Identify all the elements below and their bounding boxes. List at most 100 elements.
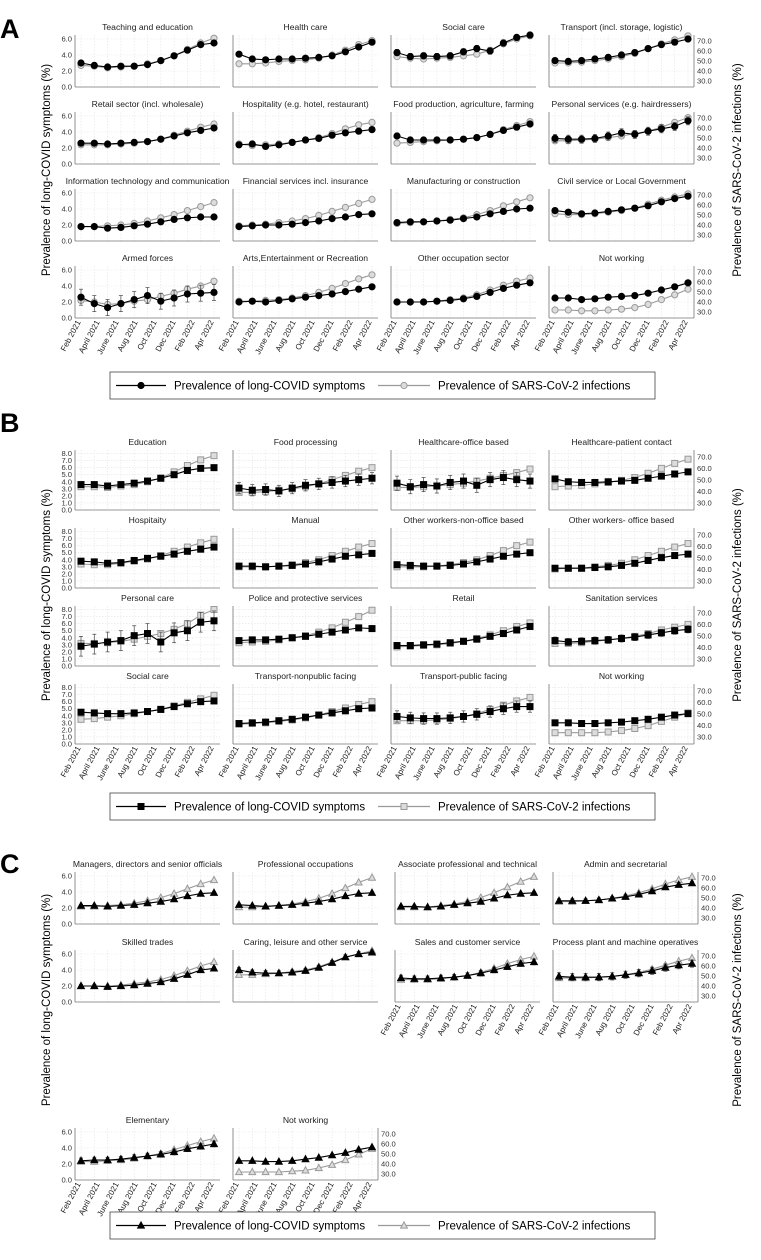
- long-covid-point: [564, 564, 572, 572]
- legend-sars-label: Prevalence of SARS-CoV-2 infections: [438, 1221, 631, 1233]
- long-covid-point: [644, 289, 652, 297]
- long-covid-point: [90, 223, 98, 231]
- long-covid-point: [591, 55, 599, 63]
- long-covid-point: [684, 550, 692, 558]
- long-covid-point: [529, 888, 539, 896]
- long-covid-point: [197, 213, 205, 221]
- long-covid-point: [604, 53, 612, 62]
- long-covid-point: [671, 470, 679, 478]
- long-covid-point: [393, 132, 401, 140]
- long-covid-point: [116, 981, 126, 990]
- y-tick-label: 2.0: [61, 221, 72, 230]
- subplot: Food production, agriculture, farming: [390, 99, 536, 165]
- long-covid-point: [684, 192, 692, 200]
- long-covid-point: [341, 707, 349, 715]
- long-covid-point: [197, 545, 205, 553]
- panel-label: B: [0, 408, 20, 438]
- sars-point: [657, 296, 666, 304]
- long-covid-point: [301, 219, 310, 227]
- long-covid-point: [104, 638, 112, 646]
- long-covid-point: [183, 627, 191, 635]
- subplot-title: Sanitation services: [585, 593, 657, 603]
- y-tick-label: 1.0: [61, 732, 72, 741]
- long-covid-point: [581, 972, 590, 981]
- long-covid-point: [341, 213, 349, 221]
- subplot-title: Armed forces: [122, 253, 173, 263]
- long-covid-point: [393, 298, 401, 306]
- long-covid-point: [156, 977, 166, 986]
- long-covid-point: [77, 557, 85, 565]
- long-covid-point: [367, 1142, 377, 1151]
- long-covid-point: [328, 215, 336, 223]
- plot-area: [391, 266, 536, 318]
- long-covid-point: [460, 712, 467, 720]
- long-covid-point: [327, 958, 337, 966]
- subplot-title: Sales and customer service: [415, 937, 521, 947]
- long-covid-point: [275, 635, 283, 643]
- long-covid-point: [169, 974, 179, 982]
- subplot-title: Food production, agriculture, farming: [393, 99, 534, 109]
- sars-point: [210, 277, 218, 285]
- y-right-tick-label: 40.0: [381, 1160, 396, 1169]
- long-covid-point: [103, 901, 112, 910]
- long-covid-point: [328, 52, 336, 60]
- sars-point: [578, 307, 586, 315]
- long-covid-point: [433, 715, 441, 723]
- long-covid-point: [684, 117, 692, 125]
- y-tick-label: 0.0: [61, 83, 72, 92]
- long-covid-point: [196, 965, 205, 974]
- long-covid-point: [368, 474, 376, 482]
- long-covid-point: [248, 719, 256, 727]
- long-covid-point: [116, 1154, 126, 1163]
- long-covid-point: [591, 564, 599, 572]
- long-covid-point: [328, 131, 336, 139]
- long-covid-point: [301, 54, 310, 62]
- sars-point: [684, 285, 692, 293]
- legend-long-label: Prevalence of long-COVID symptoms: [174, 1221, 365, 1233]
- subplot-title: Other workers- office based: [569, 515, 675, 525]
- long-covid-point: [315, 292, 323, 300]
- y-tick-label: 7.0: [61, 612, 72, 621]
- long-covid-point: [368, 210, 376, 218]
- long-covid-point: [420, 641, 428, 649]
- long-covid-point: [644, 202, 652, 210]
- y-right-tick-label: 60.0: [697, 698, 712, 707]
- long-covid-point: [564, 294, 572, 302]
- long-covid-point: [235, 562, 243, 570]
- long-covid-point: [248, 486, 256, 494]
- y-right-tick-label: 40.0: [697, 643, 712, 652]
- long-covid-point: [617, 51, 626, 59]
- subplot-title: Manufacturing or construction: [407, 176, 520, 186]
- y-right-tick-label: 50.0: [697, 710, 712, 719]
- long-covid-point: [594, 895, 604, 904]
- long-covid-point: [460, 637, 467, 645]
- long-covid-point: [183, 214, 191, 222]
- y-tick-label: 6.0: [61, 1128, 72, 1137]
- long-covid-point: [499, 552, 507, 560]
- subplot-title: Skilled trades: [122, 937, 174, 947]
- long-covid-point: [393, 712, 401, 720]
- long-covid-point: [315, 134, 323, 142]
- long-covid-point: [261, 968, 270, 977]
- long-covid-point: [288, 484, 296, 492]
- long-covid-point: [594, 972, 604, 981]
- subplot-title: Hospitality (e.g. hotel, restaurant): [242, 99, 369, 109]
- long-covid-point: [591, 720, 599, 728]
- subplot-title: Manual: [291, 515, 319, 525]
- long-covid-point: [591, 134, 599, 142]
- y-tick-label: 7.0: [61, 534, 72, 543]
- y-right-tick-label: 40.0: [697, 221, 712, 230]
- long-covid-point: [183, 466, 191, 474]
- subplot: Associate professional and technical: [394, 859, 540, 925]
- long-covid-point: [607, 971, 617, 980]
- long-covid-point: [90, 1155, 99, 1164]
- long-covid-point: [420, 298, 428, 306]
- long-covid-point: [274, 1156, 284, 1165]
- long-covid-point: [618, 634, 625, 642]
- y-tick-label: 4.0: [61, 1144, 72, 1153]
- long-covid-point: [262, 563, 270, 571]
- long-covid-point: [644, 715, 652, 723]
